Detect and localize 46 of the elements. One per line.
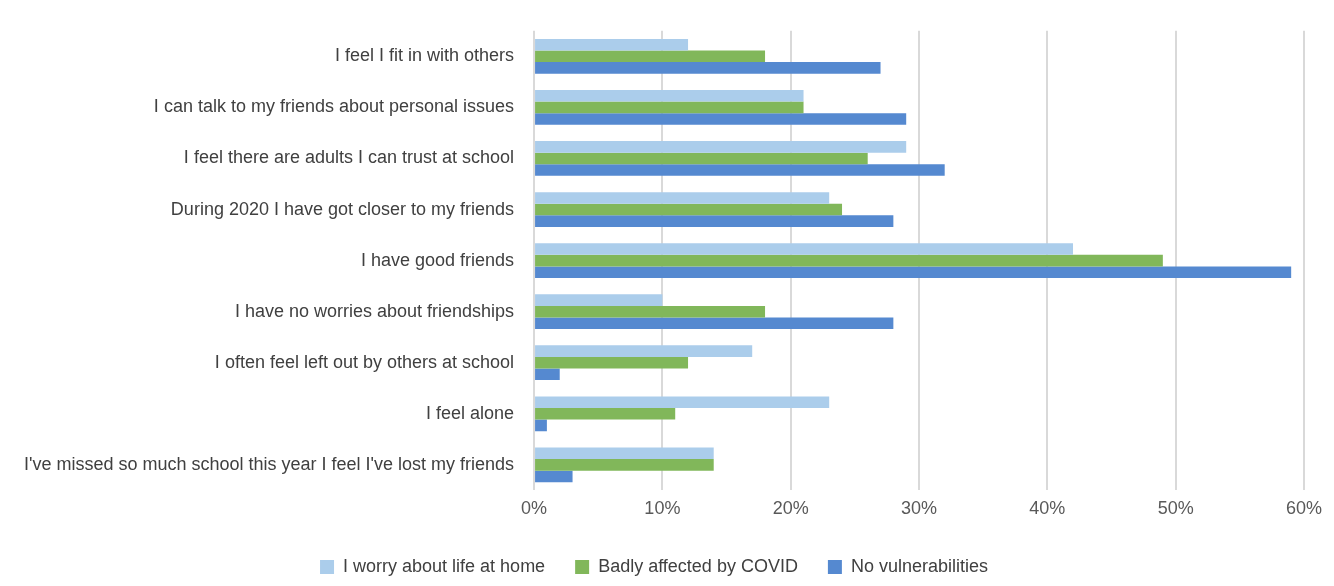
legend-label: I worry about life at home <box>343 555 546 576</box>
bar <box>535 459 714 471</box>
bar <box>535 164 945 176</box>
bar <box>535 305 766 318</box>
y-tick-label: I often feel left out by others at school <box>214 351 515 372</box>
bar <box>535 38 689 51</box>
bar <box>535 50 766 63</box>
y-tick-label: I feel alone <box>425 402 515 423</box>
bar <box>535 294 663 306</box>
y-tick-label: I have no worries about friendships <box>234 300 515 321</box>
bar <box>535 266 1292 278</box>
bar <box>535 243 1074 255</box>
bar <box>535 356 689 369</box>
bar <box>535 62 881 74</box>
bar <box>535 368 560 381</box>
bar <box>535 408 676 420</box>
y-tick-label: I've missed so much school this year I feel I've lost my friends <box>24 453 515 474</box>
bar <box>535 215 894 227</box>
y-tick-label: I feel there are adults I can trust at school <box>183 147 515 168</box>
x-tick-label: 50% <box>1157 498 1194 519</box>
bar <box>535 396 830 409</box>
legend-label: No vulnerabilities <box>850 555 988 576</box>
bar <box>535 447 714 460</box>
legend-label: Badly affected by COVID <box>598 555 798 576</box>
y-tick-label: I have good friends <box>360 249 515 270</box>
x-tick-label: 10% <box>644 498 681 519</box>
x-tick-label: 30% <box>901 498 938 519</box>
bar <box>535 317 894 330</box>
y-tick-label: I can talk to my friends about personal issues <box>153 96 515 117</box>
bar <box>535 192 830 204</box>
bar <box>535 254 1163 267</box>
x-tick-label: 40% <box>1029 498 1066 519</box>
y-tick-label: During 2020 I have got closer to my friends <box>170 198 515 219</box>
bar <box>535 345 753 357</box>
y-tick-label: I feel I fit in with others <box>334 45 515 66</box>
bar <box>535 470 573 483</box>
x-tick-label: 0% <box>521 498 548 519</box>
bar <box>535 90 804 102</box>
bar <box>535 101 804 114</box>
bar <box>535 203 843 216</box>
x-tick-label: 20% <box>772 498 809 519</box>
bar <box>535 419 547 432</box>
bar <box>535 141 907 153</box>
bar <box>535 152 868 165</box>
x-tick-label: 60% <box>1285 498 1323 519</box>
bar <box>535 113 907 125</box>
